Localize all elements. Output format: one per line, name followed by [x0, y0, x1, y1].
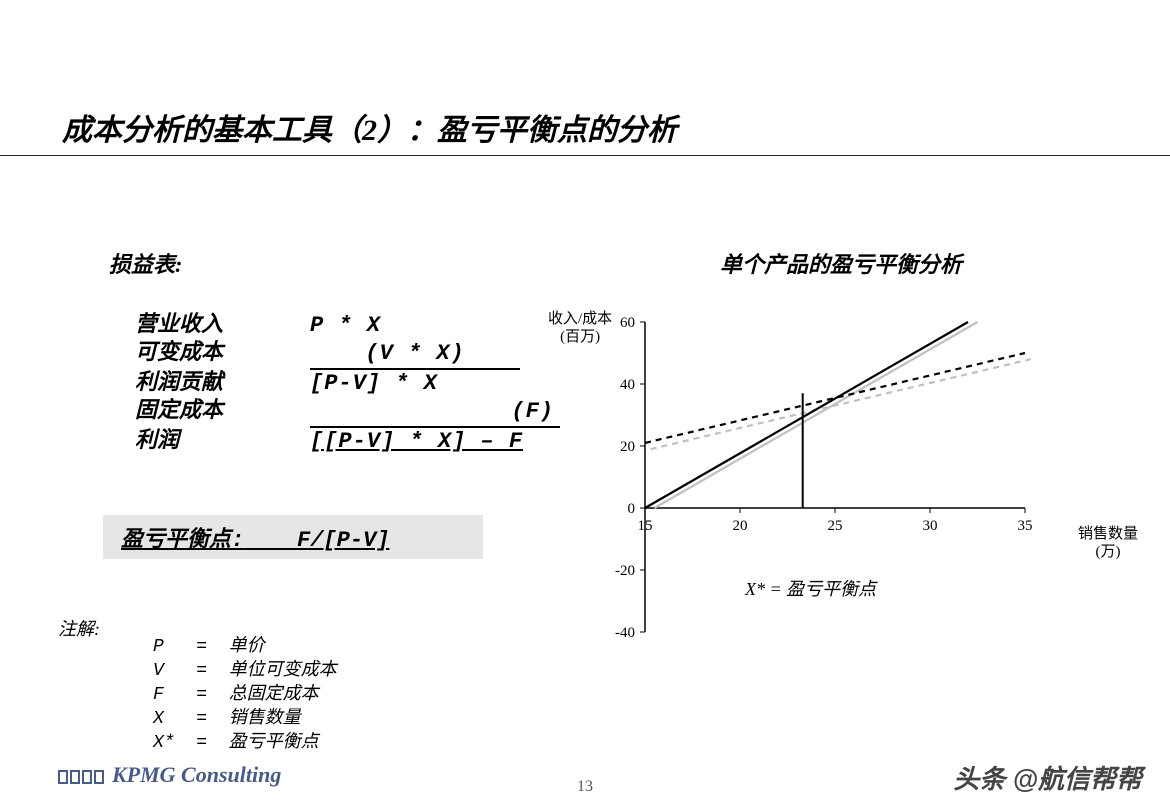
- note-item: F = 总固定成本: [153, 683, 337, 707]
- pl-row-expr: P * X: [310, 312, 381, 340]
- chart-heading: 单个产品的盈亏平衡分析: [720, 247, 962, 279]
- pl-row-label: 固定成本: [135, 398, 310, 428]
- page-title: 成本分析的基本工具（2）：盈亏平衡点的分析: [62, 105, 677, 149]
- pl-row: 利润[[P-V] * X] – F: [135, 428, 565, 456]
- page-number: 13: [577, 778, 593, 796]
- pl-row-expr: [P-V] * X: [310, 370, 438, 398]
- logo-icon: [58, 764, 106, 790]
- notes-heading: 注解:: [58, 615, 100, 641]
- pl-row-label: 利润贡献: [135, 370, 310, 398]
- pl-row: 固定成本(F): [135, 398, 565, 428]
- logo-text: KPMG Consulting: [112, 762, 281, 787]
- svg-text:35: 35: [1018, 518, 1033, 534]
- pl-row-expr: [[P-V] * X] – F: [310, 428, 523, 456]
- note-item: X = 销售数量: [153, 707, 337, 731]
- pl-row-label: 利润: [135, 428, 310, 456]
- svg-text:15: 15: [638, 518, 653, 534]
- note-item: X* = 盈亏平衡点: [153, 731, 337, 755]
- pl-row: 可变成本(V * X): [135, 340, 565, 370]
- pl-row-expr: (V * X): [310, 340, 520, 370]
- svg-text:20: 20: [733, 518, 748, 534]
- profit-loss-table: 营业收入P * X可变成本(V * X)利润贡献[P-V] * X固定成本(F)…: [135, 312, 565, 456]
- note-item: P = 单价: [153, 635, 337, 659]
- svg-text:30: 30: [923, 518, 938, 534]
- svg-text:-40: -40: [615, 625, 635, 641]
- bep-formula-box: 盈亏平衡点: F/[P-V]: [103, 515, 483, 559]
- pl-row-label: 营业收入: [135, 312, 310, 340]
- svg-text:0: 0: [628, 501, 636, 517]
- pl-row: 利润贡献[P-V] * X: [135, 370, 565, 398]
- svg-text:20: 20: [620, 439, 635, 455]
- title-rule: [0, 155, 1170, 156]
- breakeven-chart: -40 -20 0 20 40 60 15 20 25 30 35: [545, 312, 1065, 652]
- pl-row-expr: (F): [310, 398, 560, 428]
- pl-row: 营业收入P * X: [135, 312, 565, 340]
- pl-heading: 损益表:: [109, 247, 182, 279]
- svg-text:60: 60: [620, 315, 635, 331]
- pl-row-label: 可变成本: [135, 340, 310, 370]
- svg-text:-20: -20: [615, 563, 635, 579]
- bep-expr: F/[P-V]: [297, 528, 389, 553]
- bep-label: 盈亏平衡点:: [121, 528, 244, 553]
- notes-list: P = 单价V = 单位可变成本F = 总固定成本X = 销售数量X* = 盈亏…: [153, 635, 337, 755]
- x-axis-label: 销售数量 (万): [1078, 525, 1138, 561]
- watermark: 头条 @航信帮帮: [953, 759, 1142, 796]
- kpmg-logo: KPMG Consulting: [58, 762, 281, 790]
- svg-text:40: 40: [620, 377, 635, 393]
- bep-annotation: X* = 盈亏平衡点: [745, 575, 876, 601]
- svg-text:25: 25: [828, 518, 843, 534]
- note-item: V = 单位可变成本: [153, 659, 337, 683]
